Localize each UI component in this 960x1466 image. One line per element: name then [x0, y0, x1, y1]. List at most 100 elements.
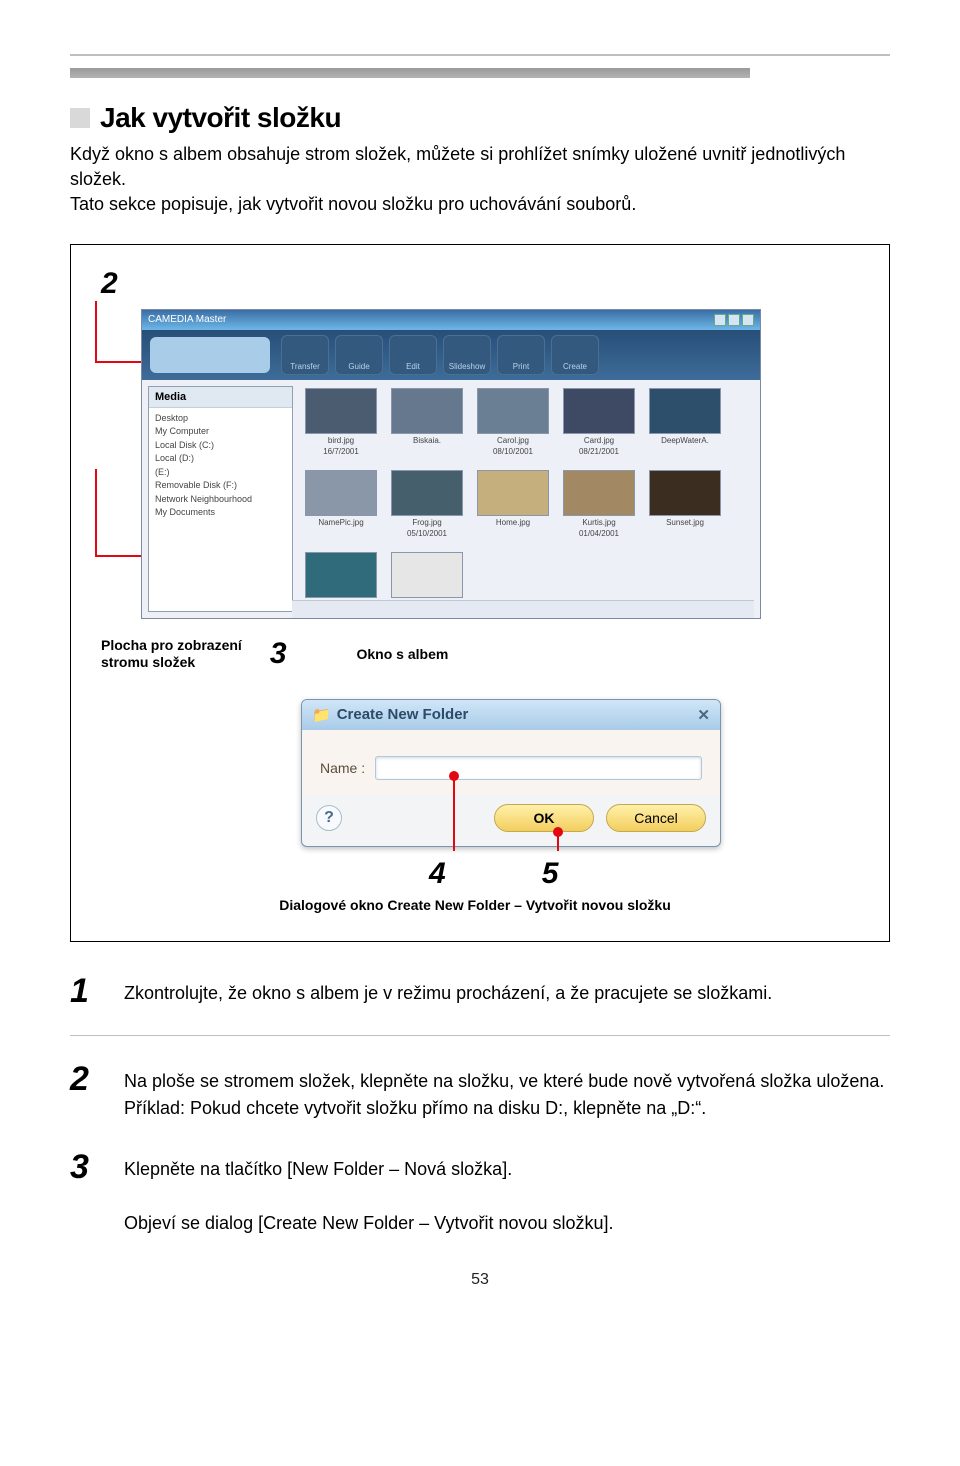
thumbnail-label: Home.jpg: [477, 518, 549, 527]
thumbnail[interactable]: NamePic.jpg: [305, 470, 377, 538]
page-number: 53: [70, 1271, 890, 1289]
thumbnail[interactable]: Biskaia.: [391, 388, 463, 456]
cancel-button[interactable]: Cancel: [606, 804, 706, 832]
thumbnail-label: Sunset.jpg: [649, 518, 721, 527]
steps-list: 1 Zkontrolujte, že okno s albem je v rež…: [70, 972, 890, 1238]
statusbar: [292, 600, 754, 618]
thumbnail-sublabel: 01/04/2001: [563, 529, 635, 538]
thumbnail[interactable]: Carol.jpg 08/10/2001: [477, 388, 549, 456]
toolbar-print[interactable]: Print: [497, 335, 545, 375]
page-title: Jak vytvořit složku: [100, 102, 341, 134]
thumbnail-label: Frog.jpg: [391, 518, 463, 527]
thumbnail-sublabel: 05/10/2001: [391, 529, 463, 538]
dialog-wrap: 📁 Create New Folder ✕ Name : ? OK Cancel: [301, 699, 849, 847]
close-icon[interactable]: [742, 314, 754, 326]
thumbnail[interactable]: Kurtis.jpg 01/04/2001: [563, 470, 635, 538]
thumbnail-image: [477, 470, 549, 516]
media-panel-header: Media: [149, 387, 292, 408]
name-field-label: Name :: [320, 760, 365, 776]
tree-item[interactable]: Local (D:): [155, 452, 286, 466]
window-buttons: [714, 314, 754, 326]
thumbnail-image: [305, 552, 377, 598]
label-text: stromu složek: [101, 654, 242, 671]
thumbnail-label: Carol.jpg: [477, 436, 549, 445]
tree-item[interactable]: Desktop: [155, 412, 286, 426]
thumbnail-image: [649, 388, 721, 434]
step-text: Zkontrolujte, že okno s albem je v režim…: [124, 972, 772, 1011]
step-number: 1: [70, 972, 98, 1011]
leader-line: [95, 301, 97, 361]
thumbnail-image: [305, 388, 377, 434]
callout-4: 4: [429, 857, 446, 891]
thumbnail-image: [477, 388, 549, 434]
folder-tree[interactable]: Desktop My Computer Local Disk (C:) Loca…: [149, 408, 292, 524]
album-window: CAMEDIA Master Transfer Guide Edit Slide…: [141, 309, 761, 619]
thumbnail-label: Card.jpg: [563, 436, 635, 445]
thumbnail[interactable]: bird.jpg16/7/2001: [305, 388, 377, 456]
thumbnail-label: Biskaia.: [391, 436, 463, 445]
window-title: CAMEDIA Master: [148, 314, 226, 325]
step-item: 1 Zkontrolujte, že okno s albem je v rež…: [70, 972, 890, 1011]
top-rule: [70, 54, 890, 56]
top-rule-thick: [70, 68, 750, 78]
callout-3: 3: [270, 637, 287, 671]
step-item: 2 Na ploše se stromem složek, klepněte n…: [70, 1060, 890, 1122]
media-panel: Media Desktop My Computer Local Disk (C:…: [148, 386, 293, 612]
dialog-caption: Dialogové okno Create New Folder – Vytvo…: [101, 897, 849, 913]
thumbnail-label: Kurtis.jpg: [563, 518, 635, 527]
step-text: Klepněte na tlačítko [New Folder – Nová …: [124, 1148, 614, 1237]
help-button[interactable]: ?: [316, 805, 342, 831]
heading-bullet-box: [70, 108, 90, 128]
figure-frame: 2 CAMEDIA Master Transfer Guide Edit Sli…: [70, 244, 890, 942]
callout-2: 2: [101, 267, 849, 301]
minimize-icon[interactable]: [714, 314, 726, 326]
ok-button[interactable]: OK: [494, 804, 594, 832]
thumbnail-label: NamePic.jpg: [305, 518, 377, 527]
toolbar-guide[interactable]: Guide: [335, 335, 383, 375]
toolbar: Transfer Guide Edit Slideshow Print Crea…: [142, 330, 760, 380]
thumbnail-image: [563, 470, 635, 516]
thumbnail-sublabel: 08/10/2001: [477, 447, 549, 456]
leader-line: [453, 779, 455, 851]
thumbnail[interactable]: DeepWaterA.: [649, 388, 721, 456]
tree-item[interactable]: Removable Disk (F:): [155, 479, 286, 493]
thumbnail-image: [563, 388, 635, 434]
dialog-titlebar: 📁 Create New Folder ✕: [302, 700, 720, 730]
leader-line: [95, 469, 97, 557]
thumbnail[interactable]: Sunset.jpg: [649, 470, 721, 538]
thumbnail-image: [305, 470, 377, 516]
step-item: 3 Klepněte na tlačítko [New Folder – Nov…: [70, 1148, 890, 1237]
heading-row: Jak vytvořit složku: [70, 102, 890, 134]
maximize-icon[interactable]: [728, 314, 740, 326]
tree-item[interactable]: Local Disk (C:): [155, 439, 286, 453]
divider: [70, 1035, 890, 1037]
toolbar-slideshow[interactable]: Slideshow: [443, 335, 491, 375]
toolbar-edit[interactable]: Edit: [389, 335, 437, 375]
tree-item[interactable]: My Documents: [155, 506, 286, 520]
window-titlebar: CAMEDIA Master: [142, 310, 760, 330]
album-window-label: Okno s albem: [357, 646, 449, 662]
thumbnail[interactable]: Card.jpg08/21/2001: [563, 388, 635, 456]
intro-paragraph: Když okno s albem obsahuje strom složek,…: [70, 142, 890, 218]
toolbar-transfer[interactable]: Transfer: [281, 335, 329, 375]
toolbar-create[interactable]: Create: [551, 335, 599, 375]
thumbnail[interactable]: Frog.jpg 05/10/2001: [391, 470, 463, 538]
tree-item[interactable]: Network Neighbourhood: [155, 493, 286, 507]
name-input[interactable]: [375, 756, 702, 780]
close-icon[interactable]: ✕: [697, 706, 710, 724]
step-text: Na ploše se stromem složek, klepněte na …: [124, 1060, 884, 1122]
step-number: 2: [70, 1060, 98, 1122]
tree-item[interactable]: My Computer: [155, 425, 286, 439]
dialog-title-text: Create New Folder: [337, 706, 469, 723]
app-logo: [150, 337, 270, 373]
thumbnail[interactable]: Home.jpg: [477, 470, 549, 538]
thumbnail-image: [649, 470, 721, 516]
thumbnail-sublabel: 16/7/2001: [305, 447, 377, 456]
thumbnail-image: [391, 388, 463, 434]
create-folder-dialog: 📁 Create New Folder ✕ Name : ? OK Cancel: [301, 699, 721, 847]
leader-line: [557, 835, 559, 851]
thumbnail-image: [391, 470, 463, 516]
thumbnail-grid: bird.jpg16/7/2001 Biskaia. Carol.jpg 08/10/…: [299, 380, 760, 618]
tree-item[interactable]: (E:): [155, 466, 286, 480]
step-number: 3: [70, 1148, 98, 1237]
